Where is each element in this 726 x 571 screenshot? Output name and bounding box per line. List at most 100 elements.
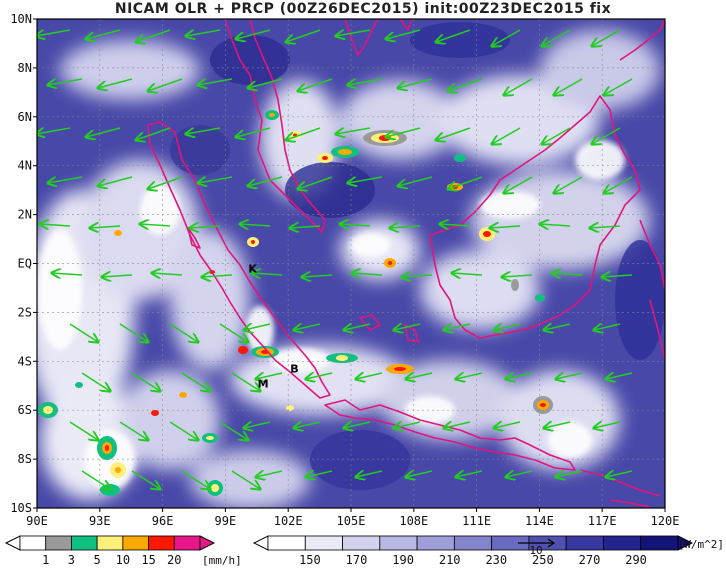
wind-vector [98,78,133,88]
precip-legend-label: 1 [42,553,49,567]
wind-vector [352,273,383,275]
wind-vector [492,127,521,144]
lat-tick-label: 6N [18,110,32,124]
wind-vector [356,471,383,477]
precip-cell [238,346,248,354]
wind-vector [248,78,283,88]
precip-cell [75,382,83,388]
wind-vector [131,372,160,391]
wind-vector [181,372,210,391]
olr-legend-swatch [640,535,679,551]
lon-tick-label: 93E [89,514,111,528]
wind-vector [444,422,471,428]
precip-legend-label: 5 [94,553,101,567]
vector-ref-arrowhead [547,538,556,548]
wind-vector [394,324,421,330]
wind-vector [219,323,248,342]
olr-legend-label: 230 [485,553,507,567]
wind-vector [198,176,233,183]
wind-vector [556,471,583,477]
wind-vector [448,78,483,91]
precip-cell [265,110,279,120]
wind-vector [86,127,121,137]
wind-vector [169,323,198,342]
precip-cell [535,294,545,302]
wind-vector [604,176,633,193]
precip-legend-swatch [96,535,124,551]
wind-vector [148,176,183,189]
wind-vector [542,29,571,46]
wind-vector [594,422,621,428]
wind-vector [436,29,471,42]
olr-legend-label: 150 [299,553,321,567]
wind-vector [506,471,533,477]
precip-legend-label: 15 [141,553,155,567]
precip-legend-swatch [173,535,201,551]
olr-legend-label: 190 [392,553,414,567]
precip-cell [100,484,120,496]
lon-tick-label: 90E [26,514,48,528]
wind-vector [502,275,533,277]
precip-legend-swatch [19,535,47,551]
wind-vector [348,78,383,85]
wind-vector [198,78,233,85]
wind-vector [119,421,148,440]
wind-vector [294,324,321,330]
olr-legend-label: 270 [579,553,601,567]
wind-vector [186,127,221,134]
wind-vector [186,29,221,36]
lon-tick-label: 120E [651,514,680,528]
precip-cell [384,258,396,268]
wind-vector [244,324,271,330]
wind-vector [256,471,283,477]
precip-cell [454,154,466,162]
lon-tick-label: 96E [152,514,174,528]
wind-vector [136,29,171,42]
wind-vector [556,373,583,379]
wind-vector [236,29,271,39]
olr-legend-swatch [342,535,381,551]
city-marker-m: M [258,377,269,390]
wind-vector [504,176,533,193]
wind-vector [302,275,333,277]
wind-vector [448,176,483,189]
wind-vector [492,29,521,46]
lon-tick-label: 105E [337,514,366,528]
wind-vector [398,176,433,186]
precip-cell [363,130,407,146]
olr-legend-left-arrow [252,535,269,551]
lat-tick-label: 4N [18,159,32,173]
olr-legend-label: 250 [532,553,554,567]
wind-vector [248,176,283,186]
precip-legend-swatch [122,535,149,551]
olr-legend-swatch [416,535,455,551]
wind-vector [256,373,283,379]
olr-legend-swatch [304,535,343,551]
lat-tick-label: 10N [10,12,32,26]
precip-legend-swatch [71,535,98,551]
precip-cell [151,410,159,416]
wind-vector [48,78,83,85]
wind-vector [552,273,583,275]
precip-cell [97,436,117,460]
wind-vector [398,78,433,88]
wind-vector [236,127,271,137]
wind-vector [592,29,621,46]
wind-vector [244,422,271,428]
wind-vectors [37,29,633,489]
wind-vector [231,372,260,391]
wind-vector [81,470,110,489]
coastline-sulawesi [619,19,665,361]
wind-vector [490,226,521,228]
lon-tick-label: 99E [215,514,237,528]
wind-vector [52,273,83,275]
wind-vector [590,226,621,228]
precip-legend-left-arrow [4,535,21,551]
olr-legend-right-arrow [677,535,694,551]
wind-vector [356,373,383,379]
coastline-borneo [429,95,641,339]
wind-vector [494,324,521,330]
wind-vector [554,78,583,95]
wind-vector [406,373,433,379]
precip-cell [114,230,122,236]
